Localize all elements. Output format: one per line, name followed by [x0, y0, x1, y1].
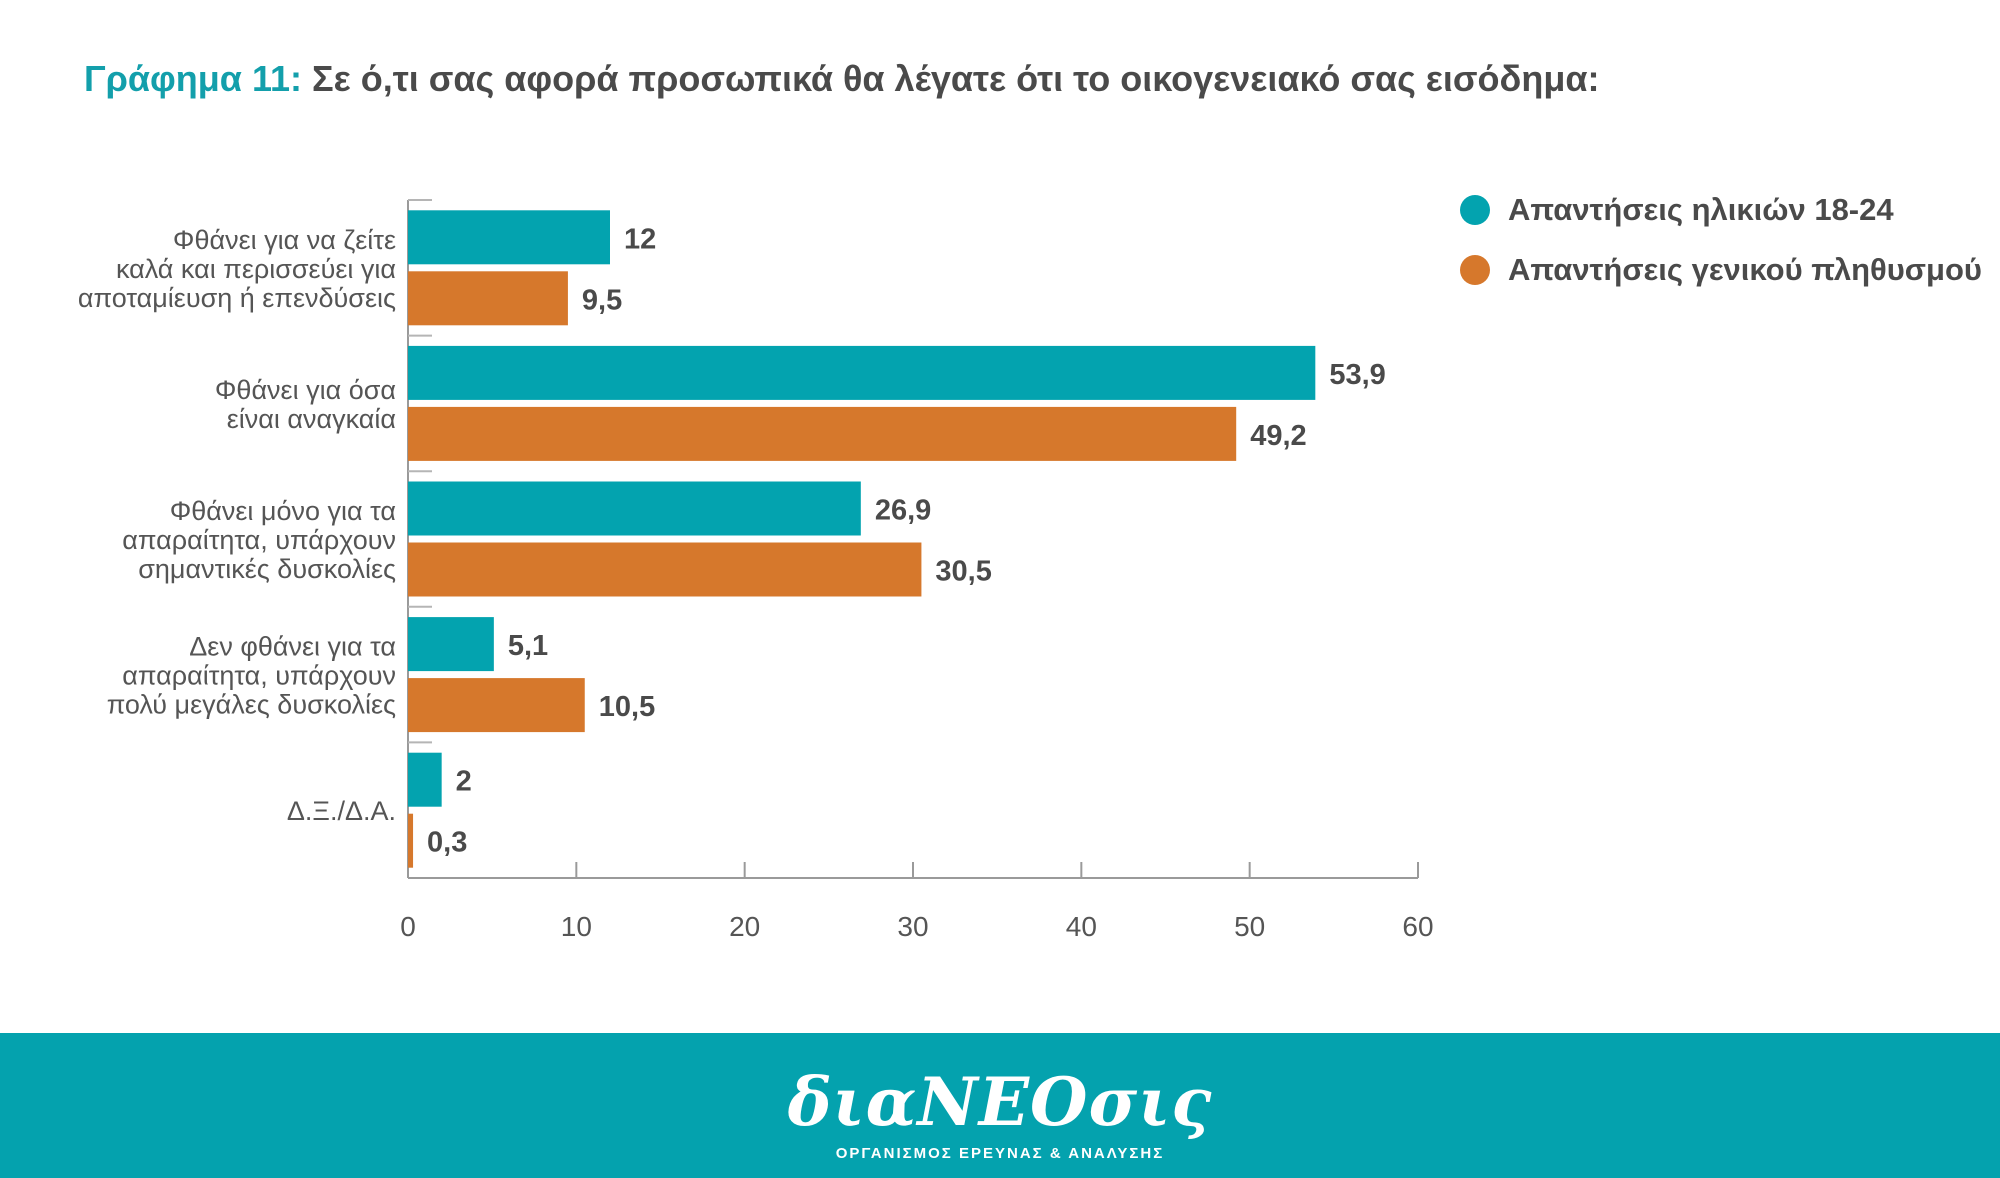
dianeosis-logo: διαΝΕΟσις — [787, 1063, 1213, 1141]
x-tick-label: 60 — [1402, 911, 1433, 942]
category-label: απαραίτητα, υπάρχουν — [122, 661, 396, 691]
legend: Απαντήσεις ηλικιών 18-24 Απαντήσεις γενι… — [1460, 190, 1982, 310]
category-label: Δεν φθάνει για τα — [189, 632, 396, 662]
data-label: 26,9 — [875, 495, 931, 527]
data-label: 53,9 — [1329, 359, 1385, 391]
footer-banner: διαΝΕΟσις ΟΡΓΑΝΙΣΜΟΣ ΕΡΕΥΝΑΣ & ΑΝΑΛΥΣΗΣ — [0, 1033, 2000, 1178]
data-label: 12 — [624, 223, 656, 255]
category-label: απαραίτητα, υπάρχουν — [122, 525, 396, 555]
bar — [408, 542, 922, 597]
data-label: 9,5 — [582, 284, 622, 316]
bar-chart: 0 10 20 30 40 50 60 129,5 Φθάνει για να ζείτεκαλ… — [78, 199, 1434, 942]
data-label: 30,5 — [935, 556, 991, 588]
data-label: 5,1 — [508, 630, 548, 662]
bar — [408, 210, 610, 265]
x-tick-label: 0 — [400, 911, 416, 942]
category-label: Φθάνει για να ζείτε — [173, 225, 396, 255]
bar — [408, 617, 494, 672]
data-label: 10,5 — [599, 691, 655, 723]
bar — [408, 406, 1237, 461]
legend-item-youth: Απαντήσεις ηλικιών 18-24 — [1460, 190, 1982, 230]
x-tick-label: 40 — [1066, 911, 1097, 942]
category-label: πολύ μεγάλες δυσκολίες — [107, 690, 396, 720]
legend-item-general: Απαντήσεις γενικού πληθυσμού — [1460, 250, 1982, 290]
data-label: 2 — [456, 766, 472, 798]
chart-title: Γράφημα 11: Σε ό,τι σας αφορά προσωπικά … — [84, 58, 1784, 100]
data-label: 49,2 — [1250, 420, 1306, 452]
logo-subtitle: ΟΡΓΑΝΙΣΜΟΣ ΕΡΕΥΝΑΣ & ΑΝΑΛΥΣΗΣ — [835, 1145, 1165, 1162]
bar — [408, 678, 585, 733]
chart-title-text: Σε ό,τι σας αφορά προσωπικά θα λέγατε ότ… — [312, 58, 1600, 99]
category-label: αποταμίευση ή επενδύσεις — [78, 283, 396, 313]
x-tick-label: 20 — [729, 911, 760, 942]
x-tick-label: 10 — [561, 911, 592, 942]
bar — [408, 481, 861, 536]
category-label: Φθάνει μόνο για τα — [170, 496, 396, 526]
x-tick-label: 50 — [1234, 911, 1265, 942]
category-label: καλά και περισσεύει για — [116, 254, 396, 284]
legend-dot-orange — [1460, 255, 1490, 285]
legend-label: Απαντήσεις ηλικιών 18-24 — [1508, 192, 1894, 227]
bar — [408, 813, 414, 868]
bar — [408, 752, 442, 807]
bar — [408, 345, 1316, 400]
x-tick-label: 30 — [897, 911, 928, 942]
legend-dot-teal — [1460, 195, 1490, 225]
bar — [408, 271, 568, 326]
category-label: σημαντικές δυσκολίες — [138, 554, 396, 584]
category-label: Φθάνει για όσα — [215, 375, 396, 405]
data-label: 0,3 — [427, 827, 467, 859]
chart-title-prefix: Γράφημα 11: — [84, 58, 302, 99]
category-label: είναι αναγκαία — [227, 404, 396, 434]
category-label: Δ.Ξ./Δ.Α. — [287, 796, 396, 826]
legend-label: Απαντήσεις γενικού πληθυσμού — [1508, 252, 1982, 287]
